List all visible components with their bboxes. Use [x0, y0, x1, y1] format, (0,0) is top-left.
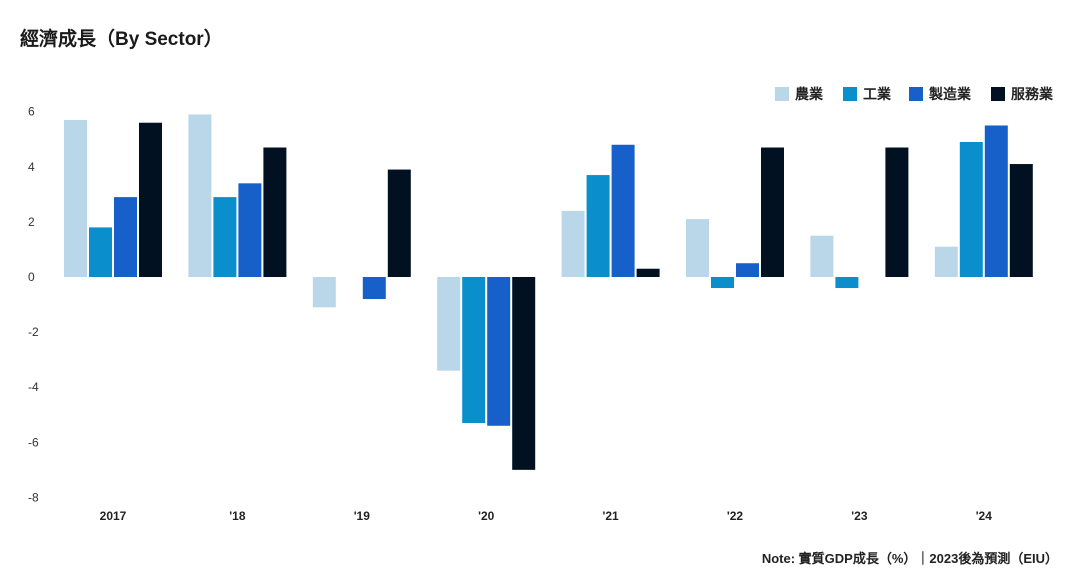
bar-工業-'23: [835, 277, 859, 289]
bar-農業-'23: [810, 235, 834, 277]
bar-農業-'18: [188, 114, 212, 277]
bar-農業-'20: [437, 277, 461, 371]
chart-note: Note: 實質GDP成長（%）｜2023後為預測（EIU）: [761, 551, 1058, 566]
bar-製造業-'18: [238, 183, 262, 277]
legend-swatch: [909, 87, 923, 101]
legend-label: 工業: [863, 86, 892, 102]
legend-swatch: [843, 87, 857, 101]
bar-服務業-2017: [139, 122, 162, 277]
y-tick-label: 2: [28, 215, 35, 229]
x-tick-label: '21: [602, 509, 619, 523]
legend-swatch: [991, 87, 1005, 101]
y-tick-label: -6: [28, 435, 39, 449]
y-tick-label: 4: [28, 160, 35, 174]
bar-服務業-'18: [263, 147, 287, 277]
y-tick-label: 6: [28, 105, 35, 119]
bar-工業-'24: [959, 142, 983, 277]
x-tick-label: 2017: [100, 509, 127, 523]
chart-title: 經濟成長（By Sector）: [20, 29, 223, 50]
y-tick-label: -2: [28, 325, 39, 339]
bar-工業-'21: [586, 175, 610, 277]
legend-label: 製造業: [928, 86, 972, 102]
bar-工業-2017: [89, 227, 112, 277]
bar-製造業-'19: [362, 277, 386, 300]
x-tick-label: '18: [229, 509, 246, 523]
x-tick-label: '23: [851, 509, 868, 523]
bar-服務業-'23: [885, 147, 909, 277]
bar-製造業-'20: [487, 277, 511, 426]
x-tick-label: '20: [478, 509, 495, 523]
bar-農業-'24: [934, 246, 958, 277]
bar-工業-'20: [462, 277, 486, 424]
bar-服務業-'22: [761, 147, 784, 277]
x-tick-label: '19: [354, 509, 371, 523]
bar-農業-2017: [64, 119, 87, 277]
bar-工業-'22: [711, 277, 734, 289]
x-tick-label: '22: [727, 509, 744, 523]
bar-服務業-'21: [636, 268, 660, 277]
legend-label: 服務業: [1011, 86, 1054, 102]
legend-swatch: [775, 87, 789, 101]
bar-製造業-'24: [984, 125, 1008, 277]
y-tick-label: -8: [28, 490, 39, 504]
bar-農業-'21: [561, 210, 585, 277]
bar-農業-'19: [312, 277, 336, 308]
bar-農業-'22: [686, 219, 709, 277]
legend-label: 農業: [795, 86, 824, 102]
y-tick-label: 0: [28, 270, 35, 284]
bar-製造業-'22: [736, 263, 759, 277]
bar-服務業-'19: [387, 169, 411, 277]
bar-工業-'18: [213, 197, 237, 277]
x-tick-label: '24: [976, 509, 993, 523]
y-tick-label: -4: [28, 380, 39, 394]
bar-製造業-2017: [114, 197, 137, 277]
bar-服務業-'24: [1009, 164, 1033, 277]
bar-服務業-'20: [512, 277, 536, 470]
bar-製造業-'21: [611, 144, 635, 277]
